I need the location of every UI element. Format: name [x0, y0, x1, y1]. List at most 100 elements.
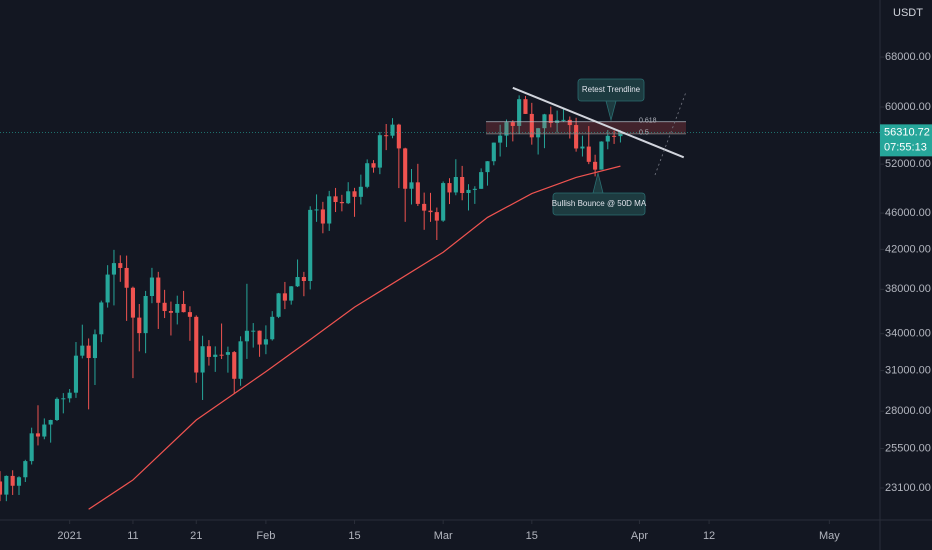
candle-body	[206, 346, 211, 357]
candle-body	[536, 128, 541, 138]
price-tag-value: 56310.72	[884, 126, 930, 138]
candle-body	[42, 424, 47, 437]
callout-text: Bullish Bounce @ 50D MA	[552, 199, 647, 208]
candle-body	[162, 302, 167, 312]
candle-body	[453, 177, 458, 193]
candle-body	[194, 316, 199, 373]
price-tag	[880, 124, 932, 157]
candle-body	[472, 188, 477, 190]
candle-body	[200, 346, 205, 373]
candle-body	[498, 135, 503, 143]
callout-box	[577, 78, 645, 102]
candle-body	[168, 311, 173, 313]
candle-body	[86, 345, 91, 359]
candle-body	[441, 183, 446, 221]
candle-body	[346, 191, 351, 204]
candle-body	[586, 146, 591, 162]
candle-body	[219, 354, 224, 356]
candle-body	[390, 124, 395, 136]
plot-area: 0.618 0.5 Retest Trendline Bullish Bounce @…	[0, 78, 880, 510]
candle-body	[105, 274, 110, 303]
trendline	[512, 86, 685, 159]
candle-body	[428, 210, 433, 213]
candle-body	[365, 163, 370, 187]
candle-body	[276, 293, 281, 317]
candle-body	[415, 182, 420, 204]
candle-body	[213, 354, 218, 357]
y-tick-label: 23100.00	[885, 482, 931, 494]
candle-body	[263, 339, 268, 345]
y-tick-label: 60000.00	[885, 101, 931, 113]
candle-body	[491, 142, 496, 162]
candle-body	[333, 196, 338, 203]
candle-body	[308, 209, 313, 282]
x-tick-label: Mar	[434, 530, 453, 542]
currency-label: USDT	[893, 7, 923, 19]
candle-body	[384, 135, 389, 137]
candle-body	[574, 125, 579, 149]
candle-body	[0, 481, 3, 495]
y-tick-label: 46000.00	[885, 207, 931, 219]
price-tag-countdown: 07:55:13	[884, 141, 927, 153]
candle-body	[599, 141, 604, 170]
candle-body	[542, 114, 547, 129]
candle-body	[143, 295, 148, 334]
candle-body	[149, 277, 154, 296]
candle-body	[238, 341, 243, 379]
candle-body	[35, 433, 41, 437]
fib-level-label: 0.5	[639, 130, 649, 137]
candle-body	[137, 317, 142, 334]
x-tick-label: 12	[703, 530, 715, 542]
candle-body	[301, 277, 306, 282]
candle-body	[580, 146, 585, 149]
candle-body	[124, 267, 129, 288]
x-tick-label: 21	[190, 530, 202, 542]
candle-body	[289, 286, 294, 301]
x-tick-label: 15	[348, 530, 360, 542]
candle-body	[130, 287, 136, 318]
candle-body	[466, 189, 471, 194]
y-tick-label: 52000.00	[885, 158, 931, 170]
callout-pointer	[592, 172, 604, 194]
candle-body	[510, 122, 515, 126]
candle-body	[339, 202, 344, 204]
candle-body	[447, 183, 452, 193]
candle-body	[282, 293, 287, 301]
candle-body	[61, 398, 66, 400]
callout-box	[552, 192, 646, 216]
candle-body	[320, 209, 325, 224]
candle-body	[314, 209, 319, 211]
candle-body	[295, 277, 300, 287]
candle-body	[434, 212, 439, 221]
y-tick-label: 38000.00	[885, 283, 931, 295]
y-tick-label: 31000.00	[885, 364, 931, 376]
candle-body	[156, 277, 161, 303]
candle-body	[67, 392, 72, 399]
candle-body	[479, 172, 484, 189]
x-tick-label: 15	[526, 530, 538, 542]
candle-body	[118, 263, 123, 268]
candle-body	[23, 461, 28, 478]
candle-body	[99, 302, 104, 335]
candle-body	[358, 186, 363, 197]
y-tick-label: 42000.00	[885, 243, 931, 255]
callout-pointer	[605, 100, 617, 122]
candle-body	[396, 124, 401, 149]
candle-body	[523, 99, 528, 114]
x-tick-label: Apr	[631, 530, 648, 542]
candle-body	[593, 161, 598, 170]
candle-body	[111, 263, 117, 275]
candle-body	[92, 334, 98, 359]
candle-body	[73, 355, 79, 393]
candle-body	[225, 352, 230, 355]
candle-body	[409, 182, 414, 189]
y-tick-label: 25500.00	[885, 442, 931, 454]
candle-body	[504, 122, 509, 136]
candle-body	[80, 345, 85, 356]
candle-body	[251, 330, 256, 332]
candle-body	[244, 330, 249, 342]
candle-body	[175, 303, 180, 313]
callout-text: Retest Trendline	[582, 85, 641, 94]
